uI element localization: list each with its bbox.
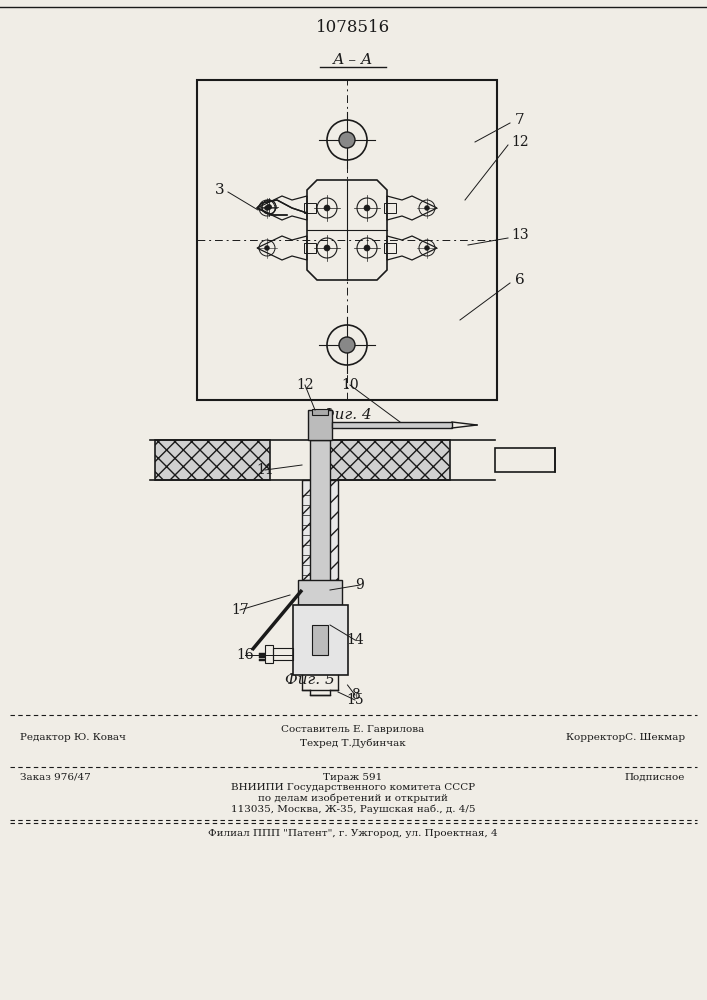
Text: 13: 13 <box>511 228 529 242</box>
Text: ВНИИПИ Государственного комитета СССР: ВНИИПИ Государственного комитета СССР <box>231 782 475 792</box>
Circle shape <box>364 205 370 211</box>
Bar <box>384 243 396 253</box>
Text: 12: 12 <box>296 378 314 392</box>
Text: 11: 11 <box>256 463 274 477</box>
Bar <box>272 648 293 660</box>
Bar <box>259 653 264 655</box>
Text: 1078516: 1078516 <box>316 19 390 36</box>
Text: Филиал ППП "Патент", г. Ужгород, ул. Проектная, 4: Филиал ППП "Патент", г. Ужгород, ул. Про… <box>208 828 498 838</box>
Bar <box>384 203 396 213</box>
Text: 12: 12 <box>511 135 529 149</box>
Text: 8: 8 <box>351 688 359 702</box>
Bar <box>320 440 450 480</box>
Circle shape <box>339 337 355 353</box>
Text: Составитель Е. Гаврилова: Составитель Е. Гаврилова <box>281 726 425 734</box>
Text: 9: 9 <box>356 578 364 592</box>
Circle shape <box>324 205 330 211</box>
Bar <box>293 605 348 675</box>
Text: Техред Т.Дубинчак: Техред Т.Дубинчак <box>300 738 406 748</box>
Bar <box>264 645 272 663</box>
Text: Фиг. 4: Фиг. 4 <box>322 408 372 422</box>
Circle shape <box>424 245 429 250</box>
Bar <box>155 440 270 480</box>
Bar <box>302 480 338 580</box>
Bar <box>259 656 264 658</box>
Text: Тираж 591: Тираж 591 <box>323 772 382 782</box>
Circle shape <box>324 245 330 251</box>
Text: 17: 17 <box>231 603 249 617</box>
Text: 3: 3 <box>215 183 225 197</box>
Text: Заказ 976/47: Заказ 976/47 <box>20 772 90 782</box>
Bar <box>304 243 316 253</box>
Bar <box>298 580 342 605</box>
Bar <box>197 80 497 400</box>
Text: 14: 14 <box>346 633 364 647</box>
Bar <box>312 409 328 415</box>
Bar <box>312 625 328 655</box>
Circle shape <box>267 205 271 210</box>
Text: по делам изобретений и открытий: по делам изобретений и открытий <box>258 793 448 803</box>
Bar <box>310 440 330 600</box>
Bar <box>308 410 332 440</box>
Circle shape <box>364 245 370 251</box>
Text: 10: 10 <box>341 378 359 392</box>
Text: А – А: А – А <box>333 53 373 67</box>
Circle shape <box>264 245 269 250</box>
Circle shape <box>339 132 355 148</box>
Bar <box>332 422 452 428</box>
Bar <box>259 659 264 661</box>
Text: Подписное: Подписное <box>624 772 685 782</box>
Circle shape <box>424 206 429 211</box>
Text: Фиг. 5: Фиг. 5 <box>285 673 335 687</box>
Bar <box>304 203 316 213</box>
Text: 7: 7 <box>515 113 525 127</box>
Circle shape <box>267 205 271 210</box>
Text: КорректорС. Шекмар: КорректорС. Шекмар <box>566 732 685 742</box>
Bar <box>495 448 555 472</box>
Circle shape <box>264 206 269 211</box>
Text: 6: 6 <box>515 273 525 287</box>
Text: 15: 15 <box>346 693 364 707</box>
Text: Редактор Ю. Ковач: Редактор Ю. Ковач <box>20 732 126 742</box>
Text: 113035, Москва, Ж-35, Раушская наб., д. 4/5: 113035, Москва, Ж-35, Раушская наб., д. … <box>230 804 475 814</box>
Text: 16: 16 <box>236 648 254 662</box>
